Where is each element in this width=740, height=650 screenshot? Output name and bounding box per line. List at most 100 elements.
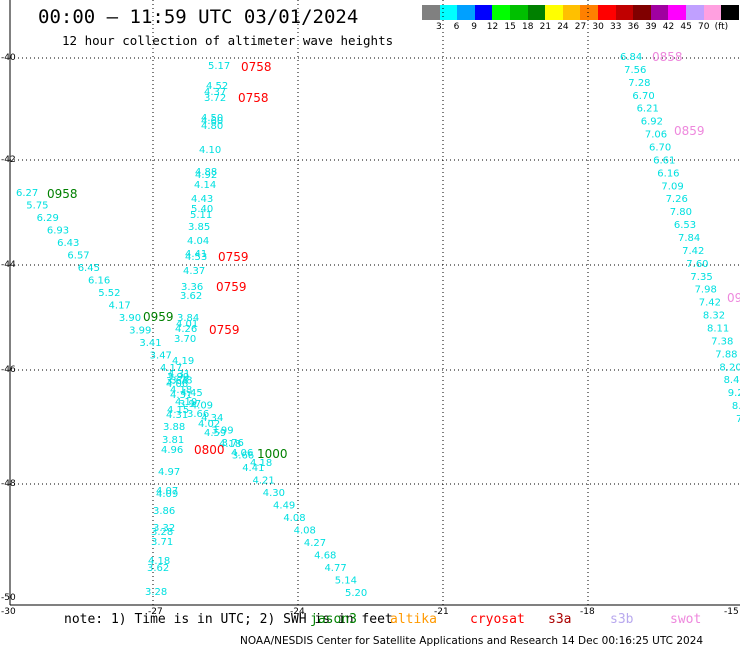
swh-value: 3.97 xyxy=(179,399,201,410)
swh-value: 4.18 xyxy=(148,556,170,567)
swh-value: 5.11 xyxy=(190,210,212,221)
swh-value: 3.88 xyxy=(163,422,185,433)
swh-value: 7.35 xyxy=(690,272,712,283)
swh-value: 4.08 xyxy=(283,513,305,524)
swh-value: 3.36 xyxy=(181,282,203,293)
scale-label: (ft) xyxy=(714,22,729,32)
lon-tick-label: -18 xyxy=(580,607,595,617)
swh-value: 3.66 xyxy=(187,409,209,420)
scale-label: 18 xyxy=(522,22,534,32)
scale-swatch xyxy=(668,5,686,20)
corner-tick-label: -30 xyxy=(1,607,16,617)
scale-label: 21 xyxy=(539,22,552,32)
axis-tick-labels: -40 -42 -44 -46 -48 -50 -27 -24 -21 -18 -15 -30 xyxy=(1,53,739,617)
swh-value: 4.92 xyxy=(195,170,217,181)
swh-value: 4.08 xyxy=(294,526,316,537)
swh-value: 8.20 xyxy=(719,362,740,373)
swh-value: 4.06 xyxy=(231,448,253,459)
scale-swatch xyxy=(509,5,528,20)
satellite-legend-item: altika xyxy=(390,612,437,627)
lon-tick-label: -24 xyxy=(290,607,305,617)
swh-value: 4.60 xyxy=(201,116,223,127)
swh-value: 4.18 xyxy=(219,439,241,450)
scale-swatch xyxy=(685,5,704,20)
scale-swatch xyxy=(474,5,493,20)
scale-label: 39 xyxy=(645,22,657,32)
scale-label: 15 xyxy=(504,22,516,32)
swh-value: 6.27 xyxy=(16,188,38,199)
swh-value: 6.57 xyxy=(67,251,89,262)
swh-value: 3.72 xyxy=(204,93,226,104)
swh-value: 4.07 xyxy=(156,486,178,497)
scale-swatch xyxy=(527,5,546,20)
swh-value: 3.64 xyxy=(166,376,188,387)
swh-value: 3.99 xyxy=(211,426,233,437)
scale-swatch xyxy=(721,5,739,20)
swh-value: 4.10 xyxy=(199,145,221,156)
swh-value: 7.38 xyxy=(711,336,733,347)
swh-value: 3.76 xyxy=(222,438,244,449)
map-title: 00:00 — 11:59 UTC 03/01/2024 xyxy=(38,6,359,28)
swh-value: 6.45 xyxy=(78,263,100,274)
swh-value: 7.06 xyxy=(645,130,667,141)
satellite-legend-item: cryosat xyxy=(470,612,525,627)
footer-credit: NOAA/NESDIS Center for Satellite Applica… xyxy=(240,635,704,647)
scale-swatch xyxy=(439,5,458,20)
swh-value: 4.18 xyxy=(170,385,192,396)
swh-value: 4.80 xyxy=(201,121,223,132)
swh-value: 7.26 xyxy=(666,194,688,205)
swh-value: 3.81 xyxy=(162,435,184,446)
swh-value: 7 xyxy=(736,414,740,425)
scale-label: 33 xyxy=(610,22,622,32)
swh-value: 7.09 xyxy=(661,181,683,192)
lat-lon-grid xyxy=(10,0,740,605)
swh-value: 3.28 xyxy=(151,527,173,538)
swh-value: 4.27 xyxy=(304,538,326,549)
swh-value: 6.92 xyxy=(641,117,663,128)
swh-value: 4.30 xyxy=(263,488,285,499)
pass-time-label: 0858 xyxy=(652,50,683,64)
pass-time-label: 1000 xyxy=(257,447,288,461)
swh-value: 4.31 xyxy=(166,410,188,421)
swh-value: 7.98 xyxy=(695,285,717,296)
swh-value: 4.45 xyxy=(181,388,203,399)
swh-value: 4.17 xyxy=(160,363,182,374)
lat-tick-label: -42 xyxy=(1,155,16,165)
lat-tick-label: -48 xyxy=(1,479,16,489)
scale-swatch xyxy=(615,5,634,20)
swh-value: 7.84 xyxy=(678,233,700,244)
swh-value: 4.09 xyxy=(191,401,213,412)
swh-value: 4.34 xyxy=(201,413,223,424)
swh-value: 8.11 xyxy=(707,324,729,335)
swh-value: 4.14 xyxy=(194,180,216,191)
swh-value: 6.43 xyxy=(57,238,79,249)
swh-value: 4.77 xyxy=(324,563,346,574)
pass-time-label: 0759 xyxy=(218,250,249,264)
swh-value: 8.32 xyxy=(703,311,725,322)
swh-value: 4.53 xyxy=(185,252,207,263)
scale-label: 45 xyxy=(680,22,692,32)
swh-value: 5.75 xyxy=(26,201,48,212)
scale-swatch xyxy=(633,5,651,20)
lat-tick-label: -46 xyxy=(1,365,16,375)
swh-value: 4.43 xyxy=(191,194,213,205)
swh-value: 4.49 xyxy=(273,501,295,512)
swh-value: 3.47 xyxy=(150,351,172,362)
scale-label: 24 xyxy=(557,22,569,32)
swh-value: 4.31 xyxy=(170,390,192,401)
scale-swatch xyxy=(703,5,722,20)
satellite-legend-item: swot xyxy=(670,612,702,627)
lat-tick-label: -50 xyxy=(1,593,16,603)
swh-value: 7.80 xyxy=(670,207,692,218)
swh-value: 4.19 xyxy=(172,356,194,367)
pass-time-label: 0759 xyxy=(209,323,240,337)
lat-tick-label: -44 xyxy=(1,260,16,270)
map-subtitle: 12 hour collection of altimeter wave hei… xyxy=(62,33,394,48)
swh-value: 6.93 xyxy=(47,226,69,237)
satellite-tracks: 5.174.524.373.724.504.604.804.104.884.92… xyxy=(16,50,740,599)
scale-swatch xyxy=(580,5,598,20)
pass-time-label: 0958 xyxy=(47,187,78,201)
scale-label: 42 xyxy=(662,22,675,32)
swh-value: 7.28 xyxy=(628,78,650,89)
swh-value: 3.62 xyxy=(180,291,202,302)
